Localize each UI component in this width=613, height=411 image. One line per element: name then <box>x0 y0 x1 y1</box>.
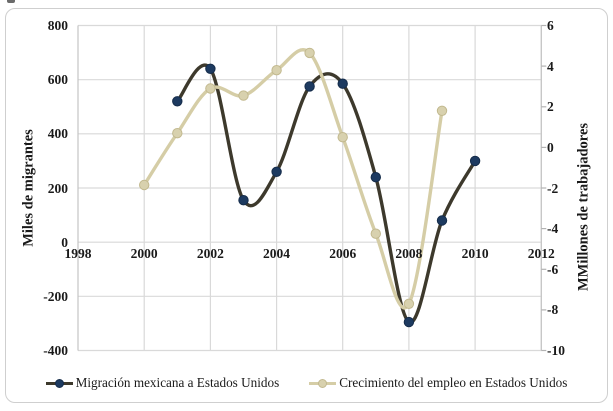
x-tick-label: 2004 <box>263 246 291 261</box>
series-marker-1 <box>172 128 183 139</box>
legend-dot-migracion <box>54 378 64 388</box>
y-tick-label: 6 <box>547 18 554 33</box>
series-marker-0 <box>337 78 348 89</box>
x-tick-label: 2012 <box>527 246 555 261</box>
y-tick-label: 400 <box>47 126 68 142</box>
series-marker-0 <box>436 215 448 226</box>
left-axis-title: Miles de migrantes <box>20 129 37 247</box>
series-marker-0 <box>403 316 415 328</box>
legend-item-migracion: Migración mexicana a Estados Unidos <box>45 375 280 391</box>
series-marker-0 <box>205 63 216 75</box>
y-tick-label: -4 <box>547 221 559 237</box>
series-line-0 <box>175 63 477 324</box>
right-axis-title: MMillones de trabajadores <box>575 122 592 292</box>
series-marker-1 <box>271 65 282 76</box>
y-tick-label: -8 <box>547 302 559 318</box>
y-tick-label: 200 <box>47 180 68 196</box>
y-tick-label: -200 <box>43 288 68 304</box>
x-tick-label: 2000 <box>130 246 158 261</box>
y-tick-label: -10 <box>547 343 565 358</box>
series-marker-0 <box>304 81 315 92</box>
chart-border <box>5 8 608 403</box>
series-marker-1 <box>304 47 315 59</box>
series-marker-1 <box>436 105 448 117</box>
y-tick-label: 4 <box>547 58 554 74</box>
series-marker-0 <box>469 155 481 167</box>
series-marker-0 <box>238 195 249 206</box>
y-tick-label: 800 <box>47 18 68 33</box>
legend: Migración mexicana a Estados Unidos Crec… <box>0 375 613 391</box>
series-marker-0 <box>172 96 183 107</box>
series-marker-1 <box>337 132 348 143</box>
series-marker-1 <box>205 83 216 94</box>
legend-label-migracion: Migración mexicana a Estados Unidos <box>75 375 280 390</box>
series-marker-0 <box>370 172 381 183</box>
series-marker-1 <box>370 228 381 239</box>
legend-marker-empleo-icon <box>309 378 337 389</box>
top-left-crop-mark <box>7 0 15 3</box>
series-marker-0 <box>271 166 282 178</box>
y-tick-label: 2 <box>547 99 554 115</box>
y-tick-label: 0 <box>547 139 554 155</box>
x-tick-label: 2006 <box>329 246 357 261</box>
y-tick-label: 600 <box>47 72 68 88</box>
series-marker-1 <box>238 90 249 101</box>
x-tick-label: 2008 <box>395 246 423 261</box>
series-marker-1 <box>139 179 150 191</box>
y-tick-label: -400 <box>43 343 68 358</box>
legend-dot-empleo <box>318 378 328 388</box>
x-tick-label: 2010 <box>461 246 489 261</box>
legend-marker-migracion-icon <box>45 378 73 389</box>
x-tick-label: 2002 <box>196 246 224 261</box>
legend-item-empleo: Crecimiento del empleo en Estados Unidos <box>309 375 567 391</box>
legend-label-empleo: Crecimiento del empleo en Estados Unidos <box>339 375 568 390</box>
series-marker-1 <box>403 298 415 309</box>
y-tick-label: -2 <box>547 180 559 196</box>
y-tick-label: 0 <box>61 234 68 250</box>
x-tick-label: 1998 <box>64 246 92 261</box>
series-line-1 <box>142 48 444 310</box>
y-tick-label: -6 <box>547 261 559 277</box>
